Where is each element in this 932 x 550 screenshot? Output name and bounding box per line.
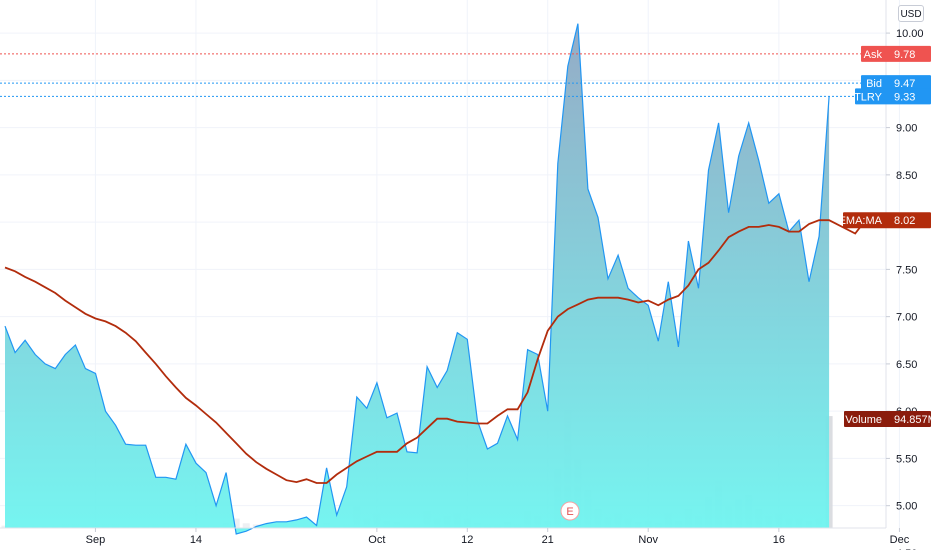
currency-button[interactable]: USD [898,5,924,22]
tag-ask-value: 9.78 [894,49,915,61]
tag-ema-value: 8.02 [894,215,915,227]
x-tick-label: Dec [890,534,910,546]
tag-volume-label: Volume [845,414,882,426]
y-tick-label: 8.50 [896,170,917,182]
x-tick-label: Sep [86,534,106,546]
tag-ask-label: Ask [864,49,883,61]
y-tick-label: 5.50 [896,453,917,465]
y-tick-label: 9.00 [896,123,917,135]
tag-last: TLRY 9.33 [854,88,931,104]
tag-ask: Ask 9.78 [861,46,931,62]
time-axis[interactable]: Sep14Oct1221Nov16Dec14 [86,528,932,546]
x-tick-label: 12 [461,534,473,546]
tag-volume-value: 94.857M [894,414,932,426]
y-tick-label: 10.00 [896,28,924,40]
price-area-fill [5,24,829,534]
x-tick-label: 21 [542,534,554,546]
tag-bid-label: Bid [866,78,882,90]
y-tick-label: 7.00 [896,312,917,324]
price-axis[interactable]: 4.505.005.506.006.507.007.508.008.509.00… [886,28,924,550]
volume-bar [243,523,250,528]
tag-volume: Volume 94.857M [844,411,932,427]
x-tick-label: 14 [190,534,202,546]
earnings-marker-label: E [566,506,573,518]
tag-last-label: TLRY [854,91,883,103]
tag-last-value: 9.33 [894,91,915,103]
x-tick-label: Nov [638,534,658,546]
y-tick-label: 5.00 [896,501,917,513]
tag-ema-label: EMA:MA [839,215,883,227]
tag-bid-value: 9.47 [894,78,915,90]
y-tick-label: 6.50 [896,359,917,371]
x-tick-label: 16 [773,534,785,546]
price-tags: Ask 9.78 Bid 9.47 TLRY 9.33 EMA:MA 8.02 Volume 94… [839,46,932,427]
tag-ema: EMA:MA 8.02 [839,212,931,228]
x-tick-label: Oct [368,534,385,546]
y-tick-label: 7.50 [896,264,917,276]
price-area [5,24,829,534]
earnings-marker[interactable]: E [561,502,579,520]
price-lines [0,54,886,97]
